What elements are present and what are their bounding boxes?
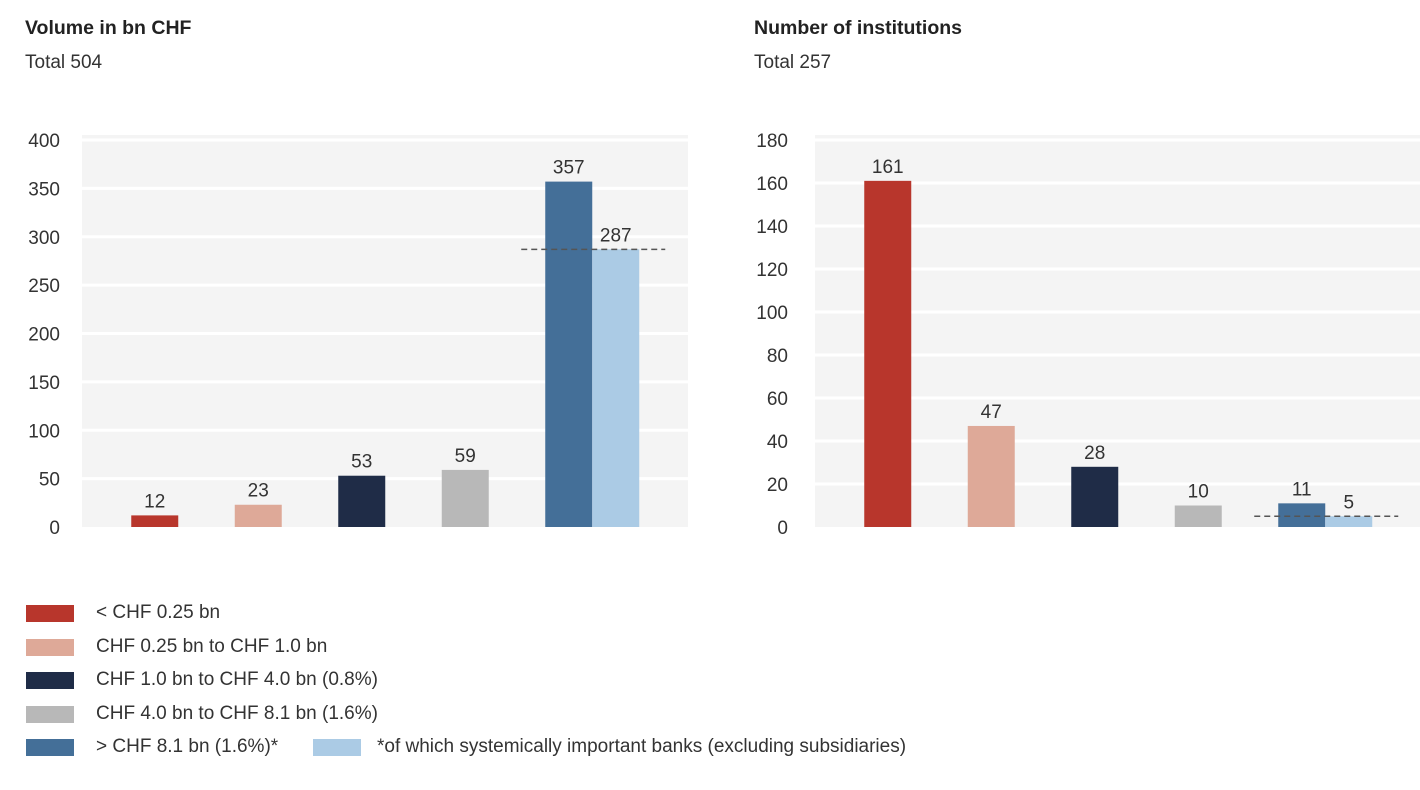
bar [1278,503,1326,527]
bar-value-label: 11 [1292,479,1312,500]
bar-value-label: 59 [455,446,476,467]
legend-label: *of which systemically important banks (… [377,736,907,757]
legend-swatch-lt-025 [26,605,74,622]
legend-swatch-025-10 [26,638,74,656]
y-tick-label: 400 [28,131,60,152]
bar-value-label: 357 [553,158,585,179]
bar-value-label: 287 [600,225,632,246]
y-tick-label: 200 [28,325,60,346]
y-tick-label: 50 [39,470,60,491]
bar [1071,466,1119,527]
legend-label: CHF 1.0 bn to CHF 4.0 bn (0.8%) [96,669,378,690]
legend-swatch-40-81 [26,705,74,723]
chart-subtitle: Total 257 [754,52,831,73]
bar-value-label: 47 [981,402,1002,423]
legend-swatch-10-40 [26,672,74,689]
bar [338,475,386,527]
y-tick-label: 100 [756,303,788,324]
bar [131,515,179,527]
bar-value-label: 23 [248,481,269,502]
y-tick-label: 0 [49,518,60,539]
bar-value-label: 5 [1343,492,1354,513]
bar-value-label: 161 [872,157,904,178]
chart-title: Number of institutions [754,17,962,39]
chart-title: Volume in bn CHF [25,17,192,39]
y-tick-label: 40 [767,432,788,453]
bar-systemic [1325,516,1373,527]
y-tick-label: 300 [28,228,60,249]
y-tick-label: 140 [756,217,788,238]
legend-label: CHF 4.0 bn to CHF 8.1 bn (1.6%) [96,702,378,724]
y-tick-label: 250 [28,276,60,297]
bar [234,504,282,527]
y-tick-label: 100 [28,421,60,442]
y-tick-label: 160 [756,174,788,195]
bar [441,469,489,527]
y-tick-label: 0 [777,518,788,539]
y-tick-label: 60 [767,389,788,410]
bar [545,181,593,528]
bar-systemic [592,249,640,527]
y-tick-label: 80 [767,346,788,367]
legend-swatch-systemic [313,739,361,756]
y-tick-label: 350 [28,179,60,200]
bar [864,180,912,527]
y-tick-label: 120 [756,260,788,281]
legend-label: CHF 0.25 bn to CHF 1.0 bn [96,635,328,657]
legend-label: < CHF 0.25 bn [96,602,221,623]
bar [967,425,1015,527]
bar-value-label: 10 [1188,482,1209,503]
y-tick-label: 150 [28,373,60,394]
bar-value-label: 12 [144,491,165,512]
y-tick-label: 20 [767,475,788,496]
legend-label: > CHF 8.1 bn (1.6%)* [96,736,279,757]
legend-swatch-gt-81 [26,739,74,756]
bar-value-label: 28 [1084,443,1105,464]
y-tick-label: 180 [756,131,788,152]
bar [1174,505,1222,527]
plot-background [815,135,1420,527]
chart-subtitle: Total 504 [25,52,103,73]
bar-value-label: 53 [351,452,372,473]
